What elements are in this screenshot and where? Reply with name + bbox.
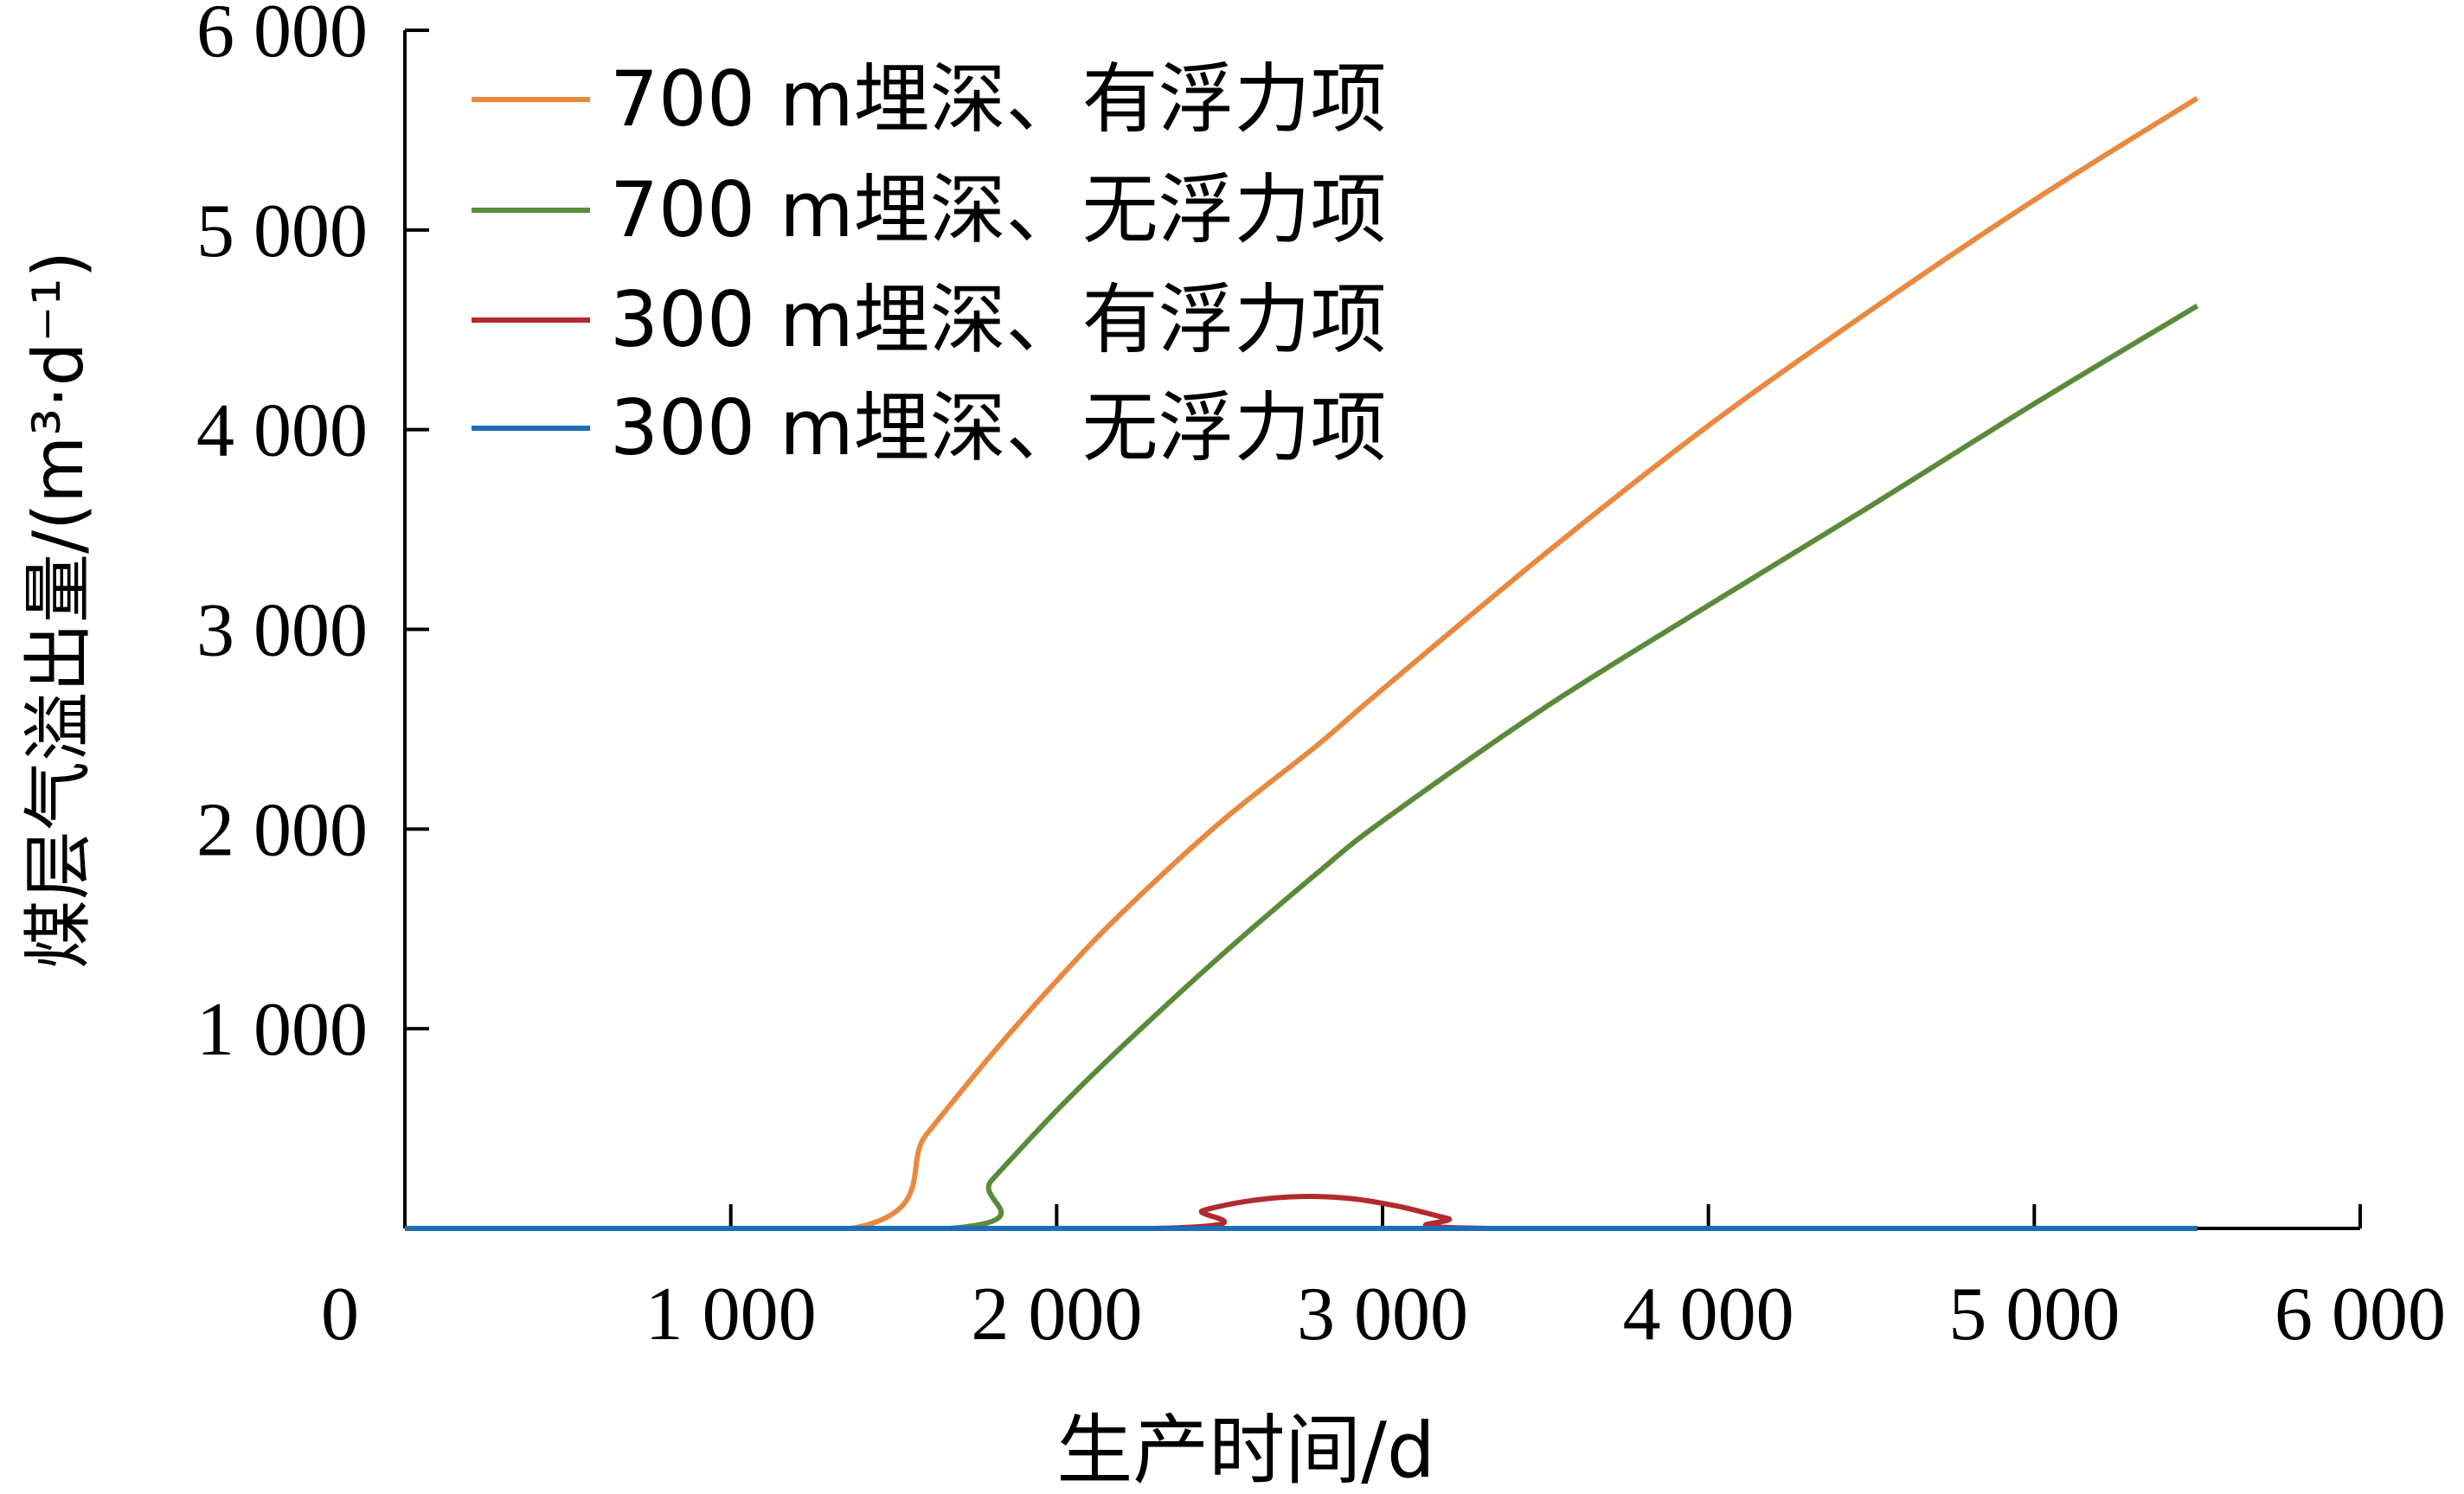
x-tick-label: 3 000 [1297, 1273, 1468, 1356]
series-line-2 [405, 303, 2199, 1231]
x-tick-label: 2 000 [971, 1273, 1142, 1356]
x-tick-label: 4 000 [1623, 1273, 1794, 1356]
x-axis-ticks: 0 1 000 2 000 3 000 4 000 5 000 6 000 [321, 1204, 2446, 1356]
series-line-1 [405, 95, 2199, 1231]
y-tick-label: 2 000 [196, 788, 368, 872]
x-axis-title: 生产时间/d [1056, 1406, 1435, 1494]
y-tick-label: 3 000 [196, 589, 368, 673]
y-tick-label: 6 000 [196, 0, 368, 74]
series-line-3 [405, 1193, 2198, 1231]
legend-label-4: 300 m埋深、无浮力项 [610, 383, 1387, 472]
y-axis-title: 煤层气溢出量/(m³·d⁻¹) [18, 251, 99, 969]
legend-label-3: 300 m埋深、有浮力项 [610, 275, 1387, 364]
legend: 700 m埋深、有浮力项 700 m埋深、无浮力项 300 m埋深、有浮力项 300 … [472, 55, 1387, 472]
legend-label-1: 700 m埋深、有浮力项 [610, 55, 1387, 144]
y-tick-label: 5 000 [196, 189, 368, 273]
y-axis-ticks: 1 000 2 000 3 000 4 000 5 000 6 000 [196, 0, 429, 1072]
x-tick-label: 1 000 [645, 1273, 817, 1356]
y-tick-label: 1 000 [196, 988, 368, 1072]
legend-label-2: 700 m埋深、无浮力项 [610, 165, 1387, 254]
series-layer [405, 95, 2199, 1231]
x-tick-label: 6 000 [2275, 1273, 2446, 1356]
x-tick-label: 5 000 [1948, 1273, 2120, 1356]
x-tick-label: 0 [321, 1273, 359, 1356]
y-tick-label: 4 000 [196, 389, 368, 473]
